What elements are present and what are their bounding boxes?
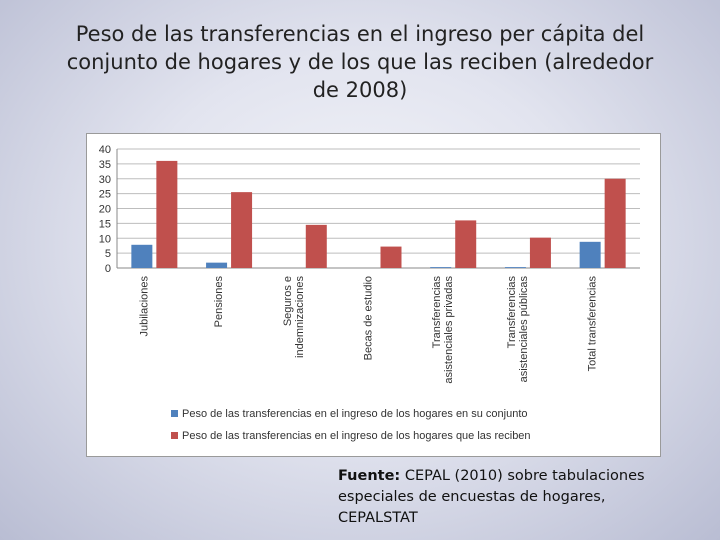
bar-series1 <box>206 262 228 268</box>
y-tick-label: 0 <box>105 263 111 275</box>
source-line-1: CEPAL (2010) sobre tabulaciones <box>404 468 645 484</box>
bar-series2 <box>604 178 626 268</box>
y-tick-label: 30 <box>99 174 111 186</box>
y-tick-label: 10 <box>99 233 111 245</box>
x-tick-label: Jubilaciones <box>138 276 150 337</box>
y-tick-label: 15 <box>99 218 111 230</box>
source-line-2: especiales de encuestas de hogares, <box>338 489 606 505</box>
bar-series2 <box>231 192 253 268</box>
y-tick-label: 40 <box>99 144 111 156</box>
bar-series1 <box>131 244 153 268</box>
bar-series2 <box>380 246 402 268</box>
bar-chart: 0 5 10 15 20 25 30 35 40 Jubilaciones Pensiones Seg… <box>99 144 640 442</box>
y-tick-label: 25 <box>99 189 111 201</box>
legend-label: Peso de las transferencias en el ingreso… <box>182 408 528 420</box>
slide-title: Peso de las transferencias en el ingreso… <box>40 20 680 104</box>
bar-series2 <box>156 160 178 268</box>
x-tick-label: Total transferencias <box>587 276 599 372</box>
title-line-3: de 2008) <box>312 78 408 102</box>
bar-series1 <box>579 241 601 268</box>
bar-series1 <box>504 267 526 268</box>
y-tick-label: 35 <box>99 159 111 171</box>
title-line-1: Peso de las transferencias en el ingreso… <box>75 22 645 46</box>
x-tick-label: Pensiones <box>213 276 225 328</box>
y-tick-label: 20 <box>99 204 111 216</box>
source-label: Fuente: <box>338 468 401 484</box>
bar-series1 <box>430 267 452 268</box>
title-line-2: conjunto de hogares y de los que las rec… <box>66 50 654 74</box>
x-tick-label: Becas de estudio <box>363 276 375 360</box>
x-tick-label: Seguros eindemnizaciones <box>282 276 306 358</box>
bar-series2 <box>529 237 551 268</box>
source-note: Fuente: CEPAL (2010) sobre tabulaciones … <box>338 466 668 529</box>
x-tick-label: Transferenciasasistenciales públicas <box>506 276 530 383</box>
legend-swatch <box>171 410 178 417</box>
y-tick-label: 5 <box>105 248 111 260</box>
bar-series2 <box>455 220 477 268</box>
legend-label: Peso de las transferencias en el ingreso… <box>182 430 531 442</box>
legend-swatch <box>171 432 178 439</box>
chart-area: 0 5 10 15 20 25 30 35 40 Jubilaciones Pensiones Seg… <box>86 133 661 457</box>
x-tick-label: Transferenciasasistenciales privadas <box>431 276 455 384</box>
bar-series2 <box>305 224 327 268</box>
source-line-3: CEPALSTAT <box>338 510 418 526</box>
